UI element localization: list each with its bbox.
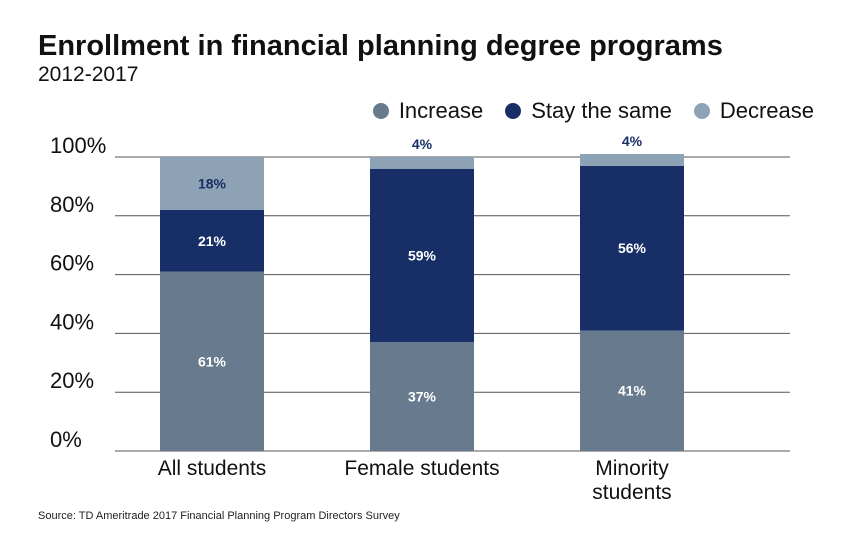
x-category-label: All students [158,457,267,480]
legend-item-same: Stay the same [505,98,672,124]
y-tick-label: 60% [50,251,94,276]
x-category-label: Minority [595,457,669,480]
y-tick-label: 80% [50,192,94,217]
legend-label-decrease: Decrease [719,98,814,123]
data-label-same: 56% [618,240,647,256]
bar-segment-increase [160,271,264,451]
source-note: Source: TD Ameritrade 2017 Financial Pla… [38,510,400,522]
legend-swatch-same [505,103,522,119]
chart-title: Enrollment in financial planning degree … [38,30,723,62]
legend-swatch-decrease [693,103,710,119]
x-category-label: students [592,481,671,504]
data-label-increase: 61% [198,353,227,369]
legend-item-decrease: Decrease [693,98,814,124]
legend: Increase Stay the same Decrease [351,98,814,124]
legend-item-increase: Increase [372,98,484,124]
bar-segment-same [160,209,264,272]
data-label-decrease: 18% [198,175,227,191]
y-tick-label: 20% [50,368,94,393]
bar-segment-decrease [370,157,474,169]
data-label-increase: 41% [618,383,647,399]
bar-segment-same [370,168,474,343]
bar-segment-decrease [160,157,264,210]
x-category-label: Female students [344,457,499,480]
data-label-decrease: 4% [622,133,643,149]
legend-swatch-increase [372,103,389,119]
data-label-same: 21% [198,233,227,249]
data-label-decrease: 4% [412,136,433,152]
legend-label-increase: Increase [398,98,484,123]
chart-subtitle: 2012-2017 [38,63,139,86]
bar-segment-decrease [580,154,684,166]
y-tick-label: 40% [50,309,94,334]
y-tick-label: 100% [50,133,106,158]
legend-label-same: Stay the same [531,98,672,123]
data-label-increase: 37% [408,389,437,405]
y-tick-label: 0% [50,427,82,452]
data-label-same: 59% [408,247,437,263]
bar-segment-increase [580,330,684,451]
bar-segment-increase [370,342,474,451]
bar-segment-same [580,165,684,331]
